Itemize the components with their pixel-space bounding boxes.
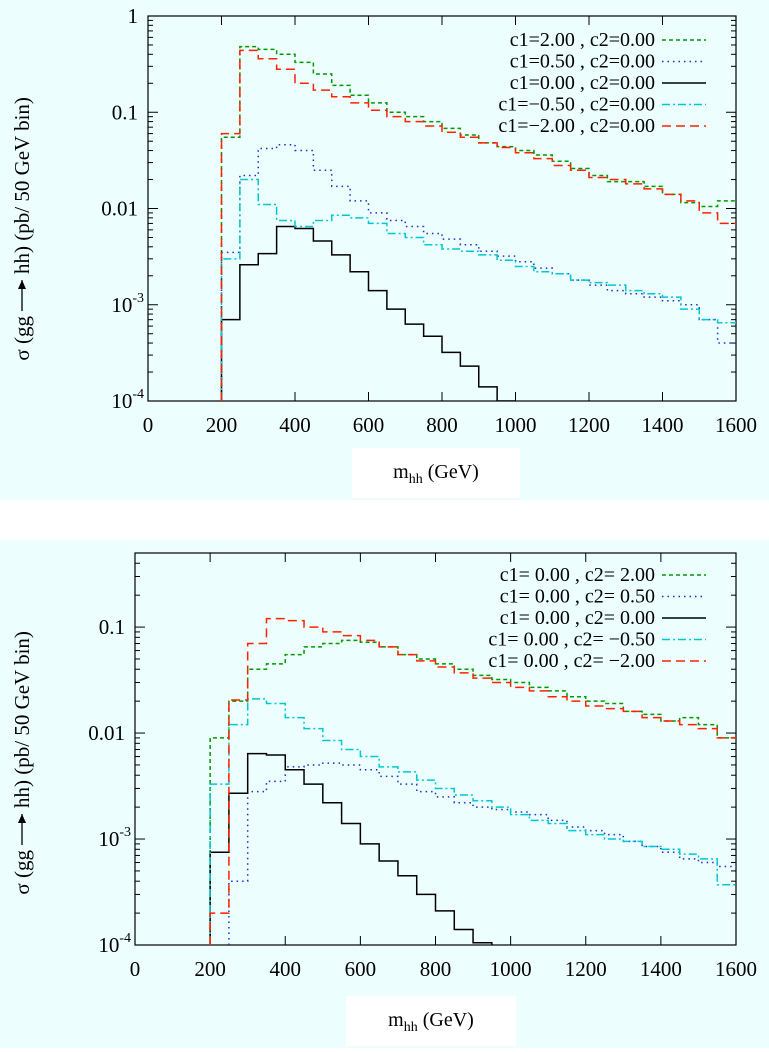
y-tick-label: 10-3 [98, 825, 131, 851]
series-line [220, 45, 736, 401]
series-line [220, 225, 516, 401]
x-axis-label-main: m [393, 461, 409, 483]
x-tick-label: 1600 [715, 957, 757, 981]
series-line [209, 639, 736, 945]
legend-label: c1= 0.00 , c2= −0.50 [488, 629, 655, 651]
y-axis-label-post: hh) (pb/ 50 GeV bin) [10, 631, 34, 808]
legend-label: c1= 0.00 , c2= −2.00 [488, 650, 655, 672]
y-tick-label: 0.1 [112, 100, 138, 124]
series-line [220, 49, 736, 401]
y-tick-label: 0.01 [101, 197, 138, 221]
x-tick-label: 600 [353, 413, 385, 437]
y-axis-label-post: hh) (pb/ 50 GeV bin) [10, 97, 34, 274]
x-tick-label: 200 [194, 957, 226, 981]
y-tick-label: 1 [128, 4, 139, 28]
x-tick-label: 1000 [490, 957, 532, 981]
chart-panel-bottom: 0 200 400 600 800 1000 1200 1400 1600 0.1 0.01 10-3… [0, 540, 769, 1048]
x-tick-label: 400 [270, 957, 302, 981]
x-axis-label-box: mhh (GeV) [346, 996, 516, 1046]
x-tick-label: 600 [345, 957, 377, 981]
y-axis-label: σ (gg hh) (pb/ 50 GeV bin) [10, 97, 34, 361]
y-axis-label-pre: σ (gg [10, 316, 34, 361]
x-axis-label-sub: hh [403, 1020, 418, 1035]
chart-bottom-svg: 0 200 400 600 800 1000 1200 1400 1600 0.1 0.01 10-3… [10, 552, 757, 981]
arrow-head-icon [18, 280, 26, 289]
x-tick-label: 1000 [495, 413, 537, 437]
chart-panel-top: 0 200 400 600 800 1000 1200 1400 1600 1 0.1 0.01 10-… [0, 0, 769, 500]
y-axis-label-pre: σ (gg [10, 850, 34, 895]
x-axis-label-sub: hh [408, 472, 423, 487]
y-tick-label: 10-4 [111, 387, 144, 413]
x-tick-label: 800 [426, 413, 458, 437]
series-line [209, 698, 736, 945]
legend-label: c1=2.00 , c2=0.00 [510, 29, 655, 51]
series-line [209, 617, 736, 945]
x-tick-label: 800 [420, 957, 452, 981]
x-tick-label: 1200 [565, 957, 607, 981]
x-tick-label: 0 [143, 413, 154, 437]
legend-label: c1=−0.50 , c2=0.00 [498, 94, 655, 116]
x-axis-label-unit: (GeV) [427, 461, 479, 483]
x-tick-label: 1400 [642, 413, 684, 437]
x-tick-label: 400 [279, 413, 311, 437]
series-line [209, 752, 493, 945]
legend-label: c1= 0.00 , c2= 0.00 [500, 607, 655, 629]
x-tick-label: 200 [206, 413, 238, 437]
y-tick-label: 0.01 [88, 721, 125, 745]
chart-top-svg: 0 200 400 600 800 1000 1200 1400 1600 1 0.1 0.01 10-… [10, 4, 757, 437]
arrow-head-icon [18, 814, 26, 823]
legend-label: c1= 0.00 , c2= 2.00 [500, 564, 655, 586]
legend-label: c1=0.50 , c2=0.00 [510, 51, 655, 73]
y-tick-label: 10-3 [111, 291, 144, 317]
x-axis-label-main: m [388, 1009, 404, 1031]
y-tick-label: 0.1 [99, 615, 125, 639]
legend-label: c1=−2.00 , c2=0.00 [498, 115, 655, 137]
x-tick-label: 1600 [715, 413, 757, 437]
x-tick-label: 0 [130, 957, 141, 981]
series-line [228, 762, 736, 945]
y-tick-label: 10-4 [98, 931, 131, 957]
x-axis-label-box: mhh (GeV) [352, 448, 520, 498]
x-tick-label: 1200 [568, 413, 610, 437]
x-tick-label: 1400 [640, 957, 682, 981]
y-axis-label: σ (gg hh) (pb/ 50 GeV bin) [10, 631, 34, 895]
legend-label: c1=0.00 , c2=0.00 [510, 72, 655, 94]
series-line [220, 143, 736, 401]
series-line [220, 178, 736, 401]
x-axis-label-unit: (GeV) [422, 1009, 474, 1031]
legend-label: c1= 0.00 , c2= 0.50 [500, 586, 655, 608]
